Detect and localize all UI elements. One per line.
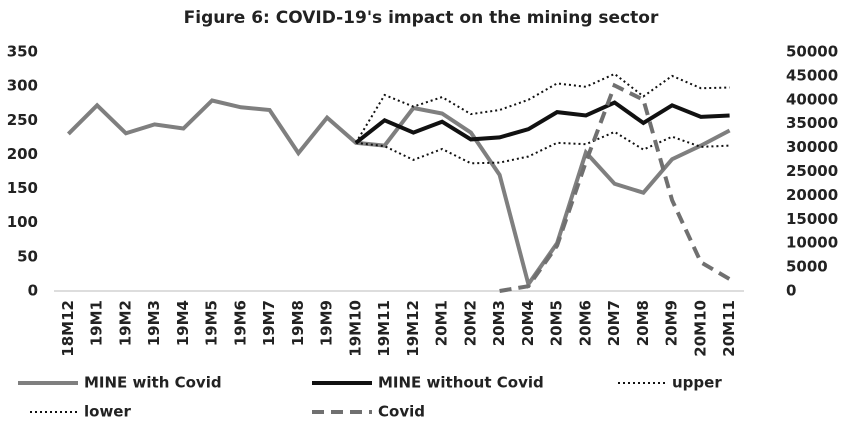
y-tick-label: 100	[7, 213, 38, 231]
x-tick-label: 19M1	[88, 300, 106, 346]
x-tick-label: 20M3	[490, 300, 508, 346]
x-tick-label: 19M3	[145, 300, 163, 346]
x-tick-label: 20M6	[576, 300, 594, 346]
y2-tick-label: 40000	[786, 90, 838, 108]
x-tick-label: 20M5	[548, 300, 566, 346]
x-tick-label: 20M4	[519, 300, 537, 346]
x-tick-label: 20M8	[634, 300, 652, 346]
legend-label: MINE with Covid	[84, 374, 222, 392]
y2-tick-label: 35000	[786, 114, 838, 132]
y2-tick-label: 15000	[786, 210, 838, 228]
y-tick-label: 300	[7, 77, 38, 95]
y2-tick-label: 20000	[786, 186, 838, 204]
y2-tick-label: 25000	[786, 162, 838, 180]
y-tick-label: 250	[7, 111, 38, 129]
legend-label: upper	[672, 374, 722, 392]
x-tick-label: 19M5	[203, 300, 221, 346]
x-tick-label: 19M9	[318, 300, 336, 346]
y-tick-label: 0	[28, 282, 38, 300]
y-tick-label: 200	[7, 145, 38, 163]
y-tick-label: 50	[17, 247, 38, 265]
legend-label: lower	[84, 403, 131, 421]
series-line	[355, 72, 730, 144]
x-tick-label: 19M12	[404, 300, 422, 357]
x-tick-label: 19M2	[116, 300, 134, 346]
x-tick-label: 20M9	[663, 300, 681, 346]
y2-tick-label: 45000	[786, 66, 838, 84]
y2-tick-label: 0	[786, 282, 796, 300]
series-line	[354, 100, 730, 145]
x-tick-label: 20M2	[461, 300, 479, 346]
x-tick-label: 20M7	[605, 300, 623, 346]
x-tick-label: 19M4	[174, 300, 192, 346]
x-tick-label: 20M11	[720, 300, 738, 357]
y2-tick-label: 50000	[786, 43, 838, 61]
x-tick-label: 19M11	[375, 300, 393, 357]
y2-tick-label: 5000	[786, 258, 828, 276]
y-tick-label: 150	[7, 179, 38, 197]
x-tick-label: 19M10	[346, 300, 364, 357]
x-tick-label: 20M1	[433, 300, 451, 346]
series-line	[499, 82, 731, 293]
x-tick-label: 18M12	[59, 300, 77, 357]
x-tick-label: 19M7	[260, 300, 278, 346]
y2-tick-label: 30000	[786, 138, 838, 156]
series-line	[355, 130, 730, 165]
x-tick-label: 20M10	[691, 300, 709, 357]
y2-tick-label: 10000	[786, 234, 838, 252]
x-tick-label: 19M8	[289, 300, 307, 346]
legend-label: MINE without Covid	[378, 374, 544, 392]
x-tick-label: 19M6	[231, 300, 249, 346]
legend-label: Covid	[378, 403, 425, 421]
chart-title: Figure 6: COVID-19's impact on the minin…	[184, 8, 659, 28]
y-tick-label: 350	[7, 43, 38, 61]
